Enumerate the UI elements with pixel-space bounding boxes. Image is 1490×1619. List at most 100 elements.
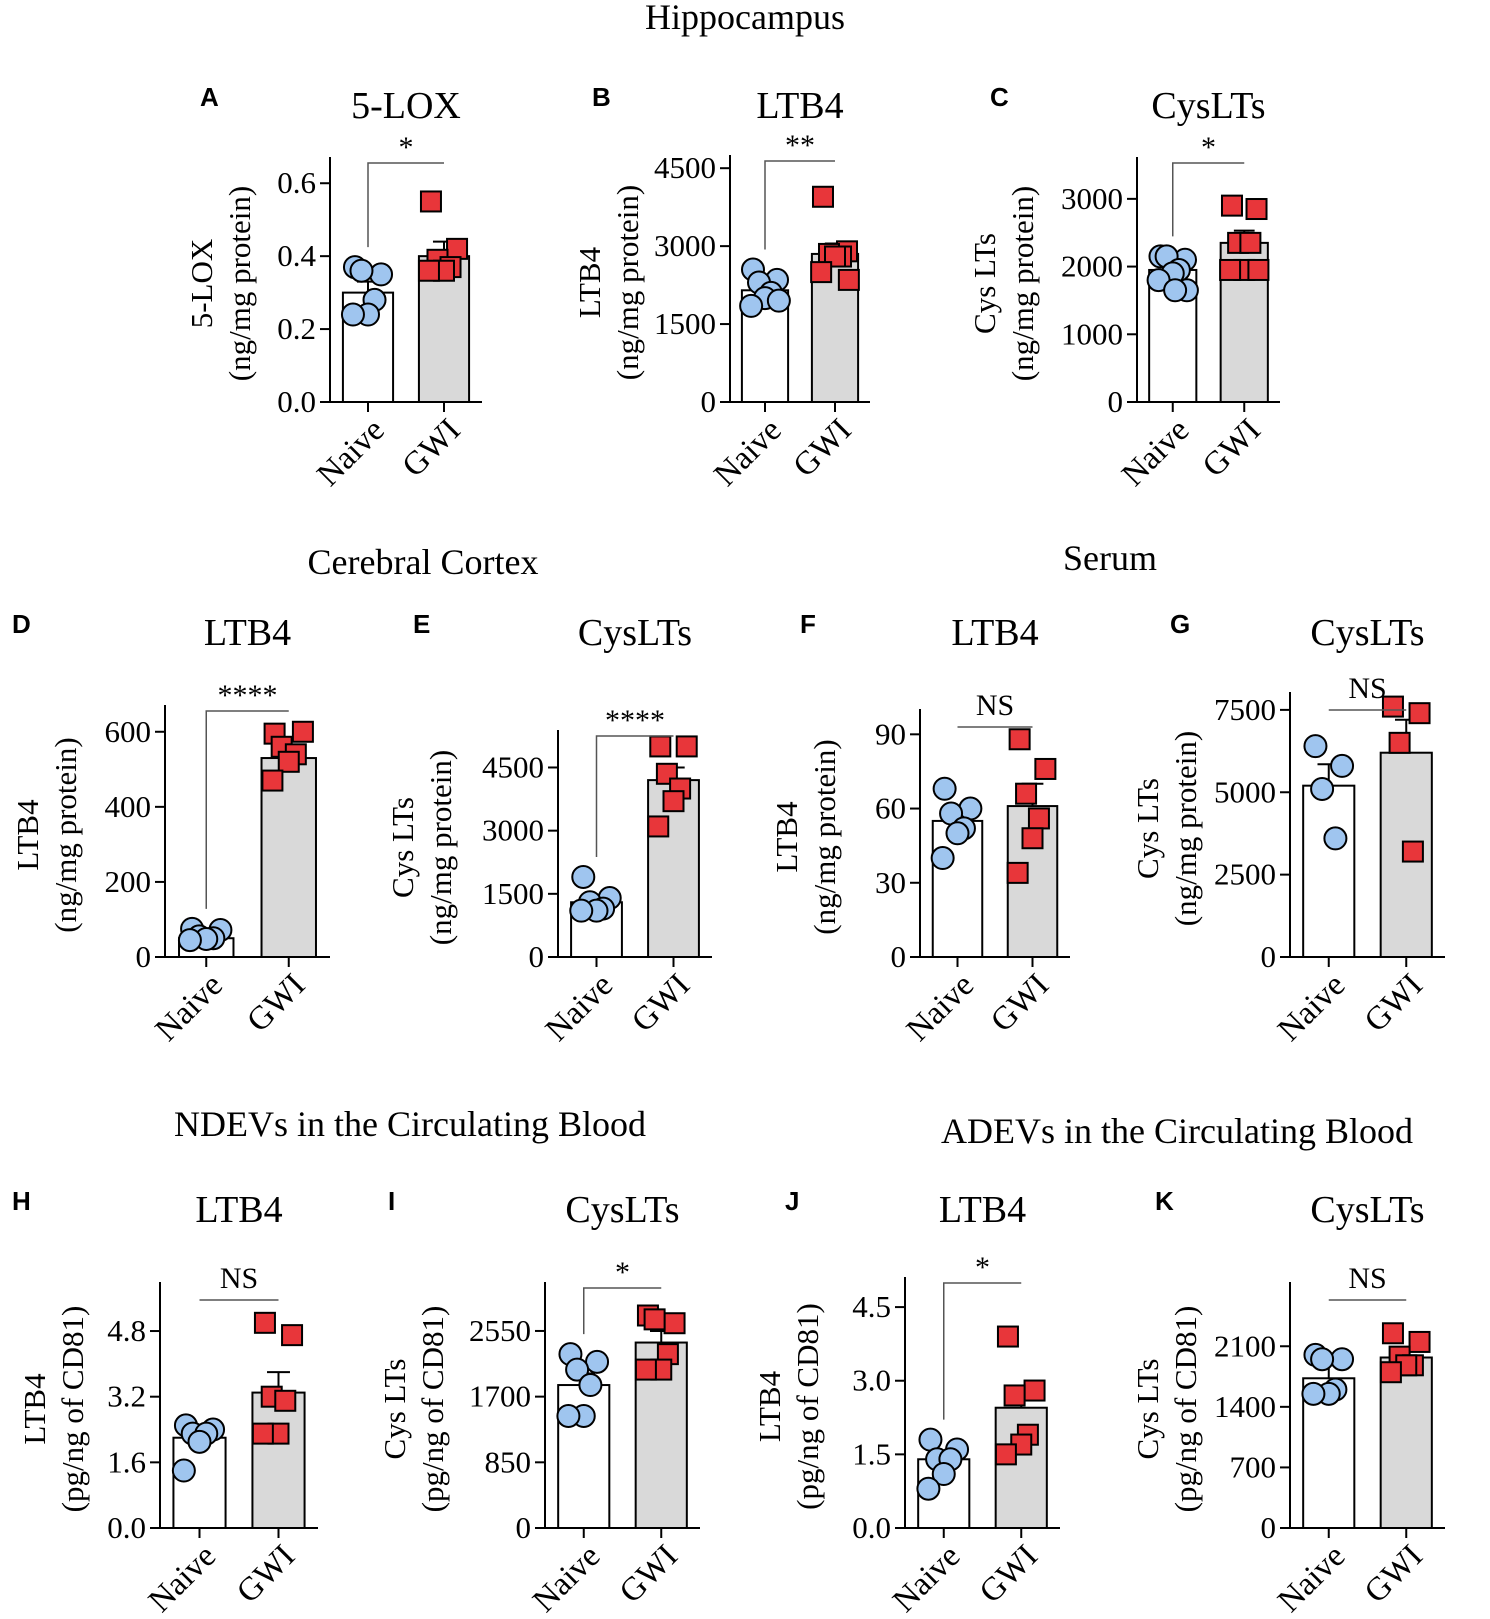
y-tick-label: 1500 bbox=[482, 876, 544, 911]
significance-label: NS bbox=[1348, 672, 1386, 705]
panel-letter: F bbox=[800, 609, 816, 639]
panel-title: LTB4 bbox=[204, 612, 291, 654]
x-tick-label: Naive bbox=[900, 967, 981, 1048]
panel-letter: A bbox=[200, 82, 219, 112]
data-point-gwi bbox=[251, 1422, 274, 1445]
x-tick-label: Naive bbox=[1271, 967, 1352, 1048]
panel-letter: E bbox=[413, 609, 430, 639]
y-axis-label: Cys LTs(ng/mg protein) bbox=[1130, 731, 1203, 926]
y-tick-label: 400 bbox=[105, 789, 152, 824]
x-tick-label: GWI bbox=[396, 412, 468, 484]
y-tick-label: 7500 bbox=[1214, 692, 1276, 727]
section-title-serum: Serum bbox=[1063, 538, 1157, 578]
y-tick-label: 0.6 bbox=[277, 165, 316, 200]
y-axis-label-line: LTB4 bbox=[572, 246, 607, 318]
y-tick-label: 700 bbox=[1230, 1449, 1277, 1484]
data-point-gwi bbox=[994, 1443, 1017, 1466]
panel-letter: D bbox=[12, 609, 31, 639]
data-point-gwi bbox=[261, 769, 284, 792]
data-point-gwi bbox=[274, 1389, 297, 1412]
data-point-naive bbox=[930, 846, 955, 871]
data-point-naive bbox=[1310, 776, 1335, 801]
panel-letter: I bbox=[388, 1186, 395, 1216]
data-point-gwi bbox=[837, 268, 860, 291]
bar-naive bbox=[1302, 784, 1356, 959]
significance-bracket bbox=[595, 735, 674, 857]
panel-title: LTB4 bbox=[756, 85, 843, 127]
y-axis-label-line: 5-LOX bbox=[184, 239, 219, 329]
data-point-gwi bbox=[663, 1312, 686, 1335]
x-tick-label: Naive bbox=[1115, 412, 1196, 493]
panel-letter: G bbox=[1170, 609, 1190, 639]
y-axis-label-line: LTB4 bbox=[10, 799, 45, 871]
significance-label: * bbox=[1201, 131, 1216, 164]
y-tick-label: 3000 bbox=[654, 228, 716, 263]
y-axis-label: LTB4(ng/mg protein) bbox=[769, 739, 842, 934]
y-axis-label-line: (pg/ng of CD81) bbox=[790, 1303, 825, 1510]
y-axis-label: Cys LTs(pg/ng of CD81) bbox=[377, 1306, 450, 1513]
data-point-gwi bbox=[291, 720, 314, 743]
y-tick-label: 200 bbox=[105, 864, 152, 899]
y-tick-label: 2500 bbox=[1214, 857, 1276, 892]
data-point-gwi bbox=[281, 1324, 304, 1347]
data-point-gwi bbox=[810, 261, 833, 284]
y-tick-label: 0 bbox=[516, 1510, 532, 1545]
data-point-naive bbox=[369, 262, 394, 287]
panel-letter: H bbox=[12, 1186, 31, 1216]
y-axis-label-line: (ng/mg protein) bbox=[222, 186, 257, 381]
data-point-naive bbox=[1330, 753, 1355, 778]
section-title-adev: ADEVs in the Circulating Blood bbox=[941, 1111, 1413, 1151]
y-tick-label: 0 bbox=[136, 939, 152, 974]
data-point-naive bbox=[349, 258, 374, 283]
data-point-naive bbox=[932, 776, 957, 801]
data-point-gwi bbox=[1239, 231, 1262, 254]
y-axis-label: Cys LTs(pg/ng of CD81) bbox=[1130, 1306, 1203, 1513]
y-axis-label-line: (ng/mg protein) bbox=[48, 737, 83, 932]
y-axis-label: LTB4(pg/ng of CD81) bbox=[17, 1306, 90, 1513]
significance-bracket bbox=[367, 162, 444, 248]
data-point-naive bbox=[578, 1373, 603, 1398]
panel-letter: B bbox=[592, 82, 611, 112]
y-tick-label: 0 bbox=[1261, 939, 1277, 974]
data-point-naive bbox=[945, 821, 970, 846]
panel-title: CysLTs bbox=[1310, 612, 1424, 654]
x-tick-label: Naive bbox=[707, 412, 788, 493]
y-tick-label: 3.2 bbox=[107, 1379, 146, 1414]
chart-panel-c: C CysLTs Cys LTs(ng/mg protein) 0 1000 2000 30… bbox=[967, 82, 1280, 493]
data-point-gwi bbox=[1027, 807, 1050, 830]
x-tick-label: GWI bbox=[625, 967, 697, 1039]
data-point-gwi bbox=[419, 190, 442, 213]
data-point-gwi bbox=[1006, 861, 1029, 884]
panel-title: 5-LOX bbox=[351, 85, 461, 127]
y-axis-label: Cys LTs(ng/mg protein) bbox=[385, 750, 458, 945]
data-point-gwi bbox=[1003, 1384, 1026, 1407]
data-point-naive bbox=[1301, 1381, 1326, 1406]
y-tick-label: 850 bbox=[485, 1444, 532, 1479]
data-point-gwi bbox=[1408, 702, 1431, 725]
data-point-naive bbox=[1323, 826, 1348, 851]
panel-letter: J bbox=[785, 1186, 799, 1216]
x-tick-label: Naive bbox=[526, 1538, 607, 1619]
bar-gwi bbox=[251, 1391, 306, 1529]
x-tick-label: GWI bbox=[973, 1538, 1045, 1610]
data-point-gwi bbox=[634, 1358, 657, 1381]
y-axis-label-line: Cys LTs bbox=[377, 1359, 412, 1460]
data-point-gwi bbox=[1015, 782, 1038, 805]
data-point-naive bbox=[565, 1357, 590, 1382]
y-tick-label: 600 bbox=[105, 714, 152, 749]
data-point-naive bbox=[177, 928, 202, 953]
data-point-gwi bbox=[1023, 1379, 1046, 1402]
data-point-naive bbox=[916, 1476, 941, 1501]
y-axis-label-line: Cys LTs bbox=[1130, 778, 1165, 879]
y-axis-label: LTB4(pg/ng of CD81) bbox=[752, 1303, 825, 1510]
data-point-naive bbox=[1303, 734, 1328, 759]
y-tick-label: 30 bbox=[875, 865, 906, 900]
data-point-naive bbox=[1330, 1347, 1355, 1372]
y-axis-label-line: (ng/mg protein) bbox=[807, 739, 842, 934]
chart-panel-i: I CysLTs Cys LTs(pg/ng of CD81) 0 850 1700 255… bbox=[377, 1186, 700, 1619]
y-tick-label: 1500 bbox=[654, 306, 716, 341]
